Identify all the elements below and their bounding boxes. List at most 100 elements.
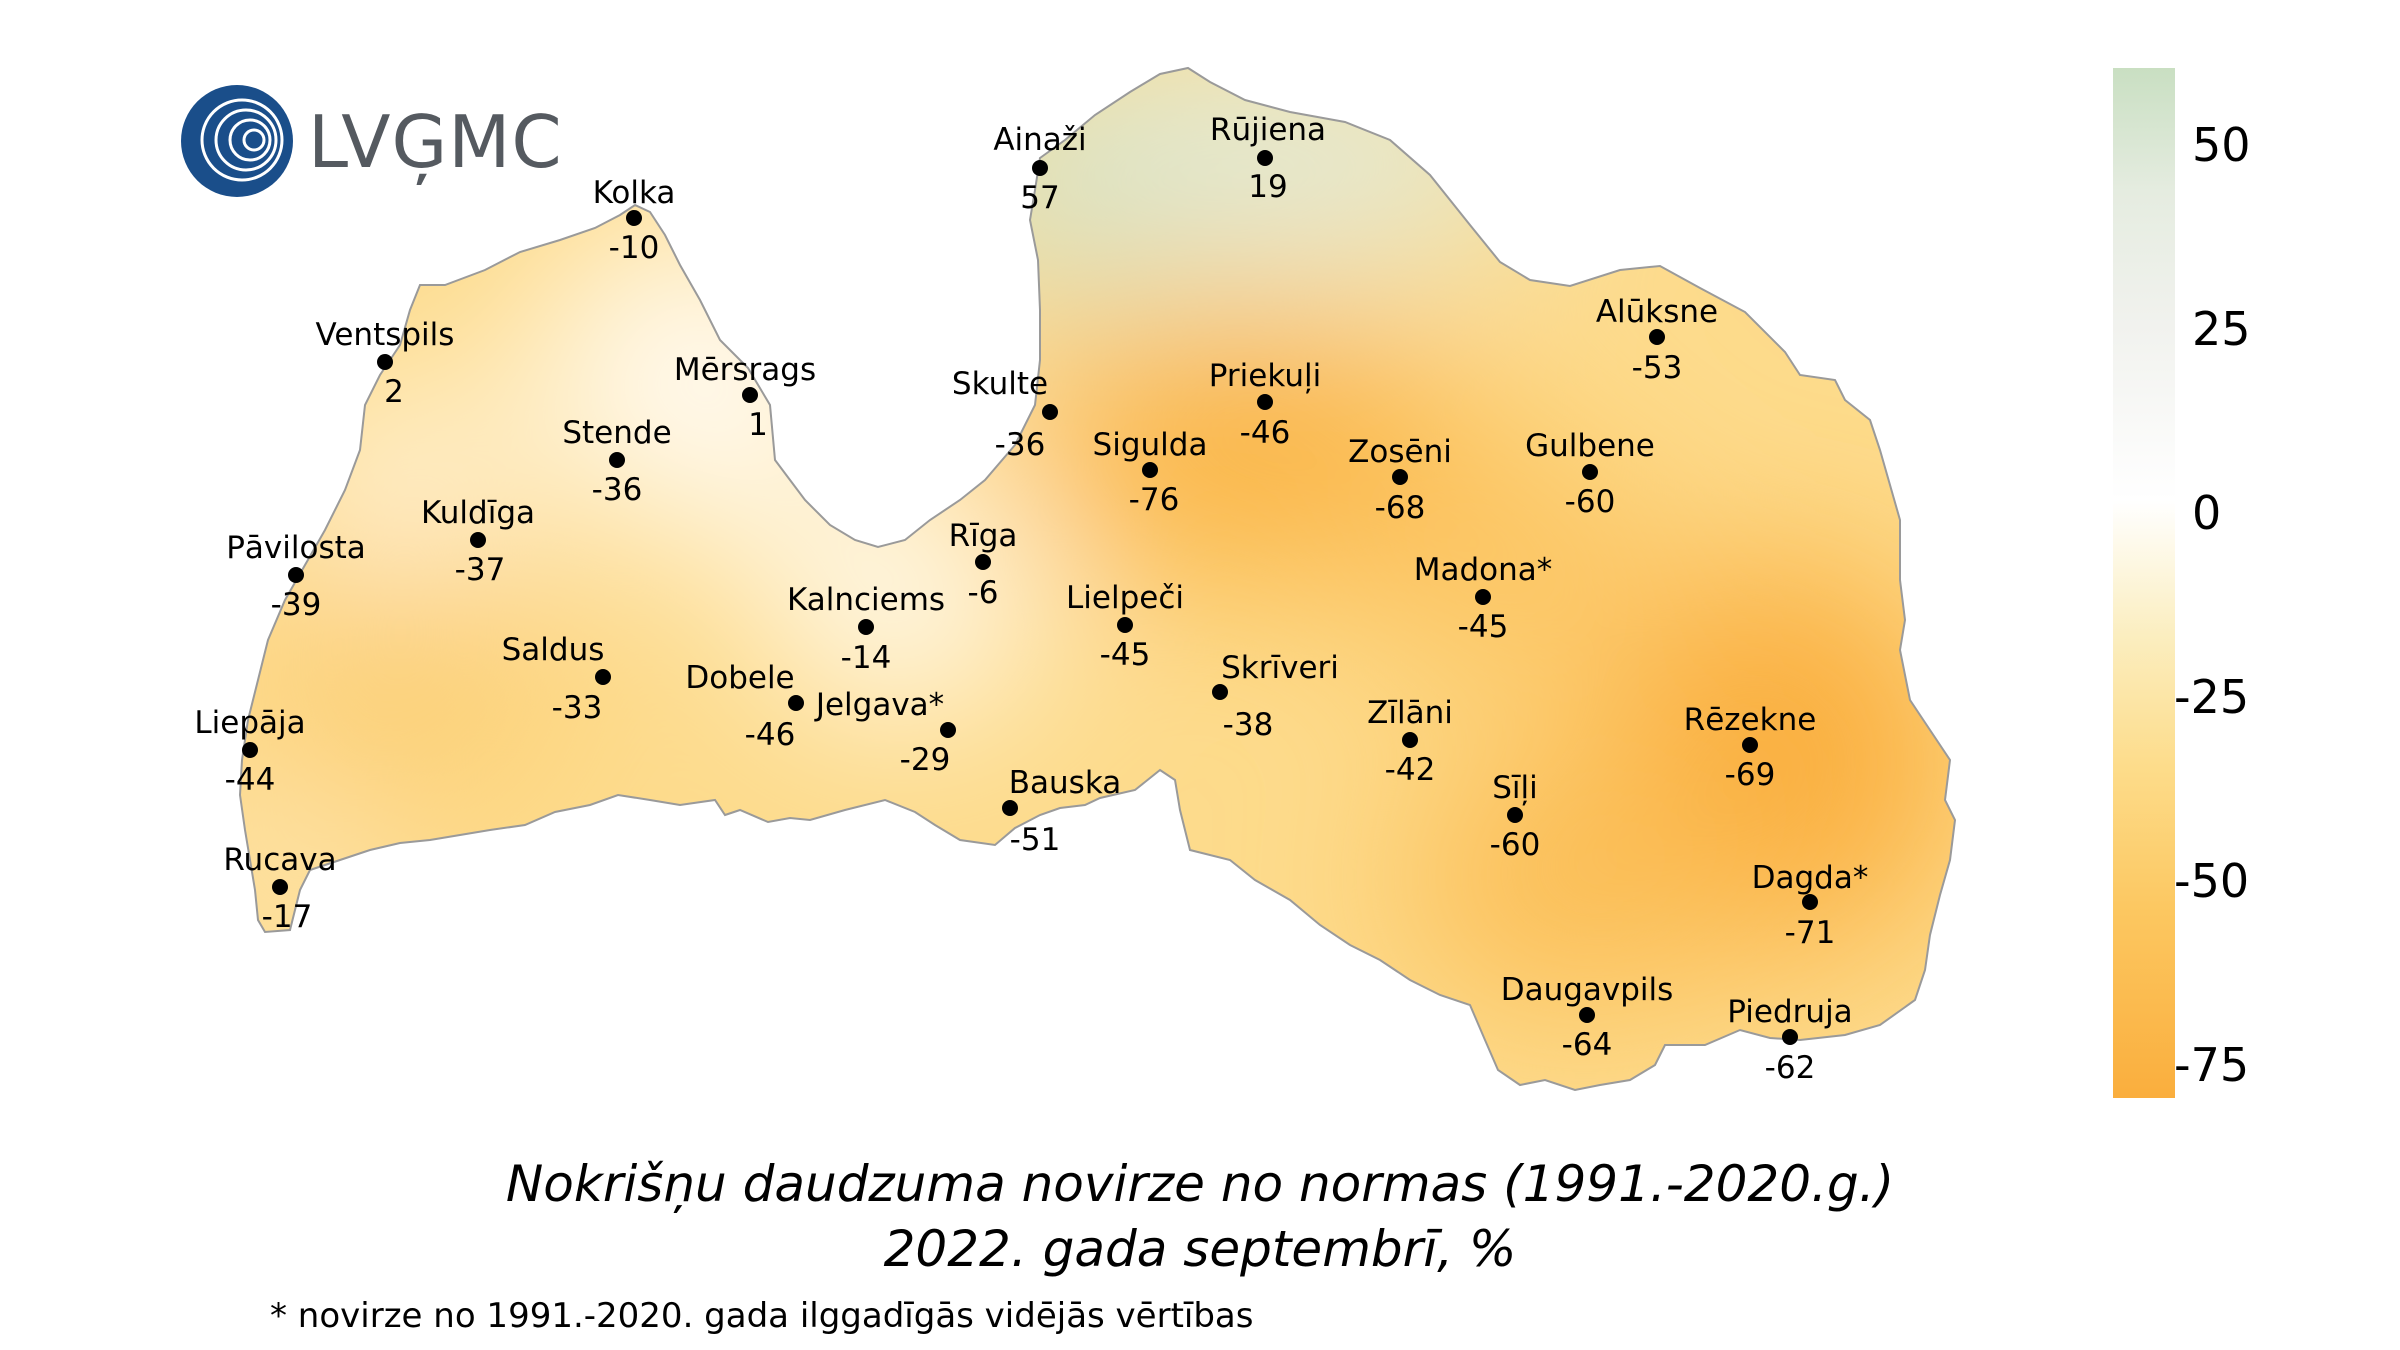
station-value: -38 — [1223, 707, 1274, 743]
station-value: -69 — [1725, 757, 1776, 793]
station-value: -45 — [1458, 609, 1509, 645]
station-name: Zosēni — [1348, 434, 1452, 470]
station-value: -68 — [1375, 490, 1426, 526]
station-dot — [272, 879, 288, 895]
station-name: Gulbene — [1525, 428, 1655, 464]
station-name: Saldus — [502, 632, 605, 668]
station-dot — [788, 695, 804, 711]
station-dot — [1002, 800, 1018, 816]
station-marker: Lielpeči -45 — [1066, 580, 1184, 673]
station-dot — [940, 722, 956, 738]
station-dot — [1579, 1007, 1595, 1023]
station-dot — [1032, 160, 1048, 176]
station-dot — [1257, 394, 1273, 410]
station-value: -44 — [225, 762, 276, 798]
station-value: -46 — [1240, 415, 1291, 451]
station-marker: Priekuļi -46 — [1209, 358, 1321, 451]
station-dot — [1649, 329, 1665, 345]
station-name: Rēzekne — [1684, 702, 1817, 738]
station-dot — [858, 619, 874, 635]
station-dot — [1475, 589, 1491, 605]
footnote: * novirze no 1991.-2020. gada ilggadīgās… — [270, 1296, 1254, 1336]
legend-tick: 25 — [2192, 302, 2251, 356]
station-marker: Piedruja -62 — [1727, 994, 1852, 1086]
logo-emblem-icon — [181, 85, 293, 197]
station-dot — [609, 452, 625, 468]
station-marker: Skulte -36 — [952, 366, 1058, 463]
station-dot — [470, 532, 486, 548]
station-dot — [1582, 464, 1598, 480]
legend-tick: 0 — [2192, 486, 2222, 540]
station-dot — [1117, 617, 1133, 633]
legend-color-bar — [2113, 68, 2175, 1098]
station-marker: Kalnciems -14 — [787, 582, 945, 676]
station-dot — [742, 387, 758, 403]
station-dot — [1212, 684, 1228, 700]
station-value: -29 — [900, 742, 951, 778]
color-legend — [2113, 68, 2175, 1098]
station-value: -6 — [968, 575, 999, 611]
station-name: Madona* — [1414, 552, 1553, 588]
station-marker: Sigulda -76 — [1093, 427, 1208, 518]
station-name: Pāvilosta — [226, 530, 366, 566]
station-value: -36 — [995, 427, 1046, 463]
station-value: -10 — [609, 230, 660, 266]
station-name: Sigulda — [1093, 427, 1208, 463]
station-name: Kuldīga — [421, 495, 535, 531]
station-dot — [1042, 404, 1058, 420]
station-value: -60 — [1565, 484, 1616, 520]
station-name: Skrīveri — [1221, 650, 1339, 686]
station-value: -39 — [271, 587, 322, 623]
station-marker: Skrīveri -38 — [1212, 650, 1339, 743]
station-marker: Saldus -33 — [502, 632, 611, 726]
station-marker: Mērsrags 1 — [674, 352, 816, 443]
stations-layer: Ainaži 57 Rūjiena 19 Kolka -10 Ventspils 2 Mērsr… — [194, 112, 1868, 1086]
station-name: Dobele — [685, 660, 794, 696]
station-marker: Rucava -17 — [223, 842, 336, 935]
station-name: Alūksne — [1596, 294, 1718, 330]
station-value: -45 — [1100, 637, 1151, 673]
station-name: Priekuļi — [1209, 358, 1321, 394]
station-name: Zīlāni — [1367, 695, 1453, 731]
station-marker: Alūksne -53 — [1596, 294, 1718, 386]
station-value: -64 — [1562, 1027, 1613, 1063]
station-value: 57 — [1020, 180, 1059, 216]
station-name: Rucava — [223, 842, 336, 878]
station-dot — [1742, 737, 1758, 753]
legend-tick: -75 — [2174, 1038, 2250, 1092]
station-marker: Ainaži 57 — [993, 122, 1086, 216]
station-value: -62 — [1765, 1050, 1816, 1086]
station-dot — [242, 742, 258, 758]
lvgmc-logo: LVĢMC — [180, 84, 600, 204]
station-name: Lielpeči — [1066, 580, 1184, 616]
station-value: -17 — [262, 899, 313, 935]
station-value: -60 — [1490, 827, 1541, 863]
station-marker: Jelgava* -29 — [814, 687, 956, 778]
station-marker: Liepāja -44 — [194, 705, 305, 798]
station-name: Rūjiena — [1210, 112, 1326, 148]
station-value: -36 — [592, 472, 643, 508]
station-marker: Zosēni -68 — [1348, 434, 1452, 526]
legend-tick: 50 — [2192, 118, 2251, 172]
station-name: Dagda* — [1752, 860, 1869, 896]
station-name: Skulte — [952, 366, 1048, 402]
station-marker: Rūjiena 19 — [1210, 112, 1326, 205]
station-name: Kalnciems — [787, 582, 945, 618]
station-marker: Zīlāni -42 — [1367, 695, 1453, 788]
station-value: 1 — [748, 407, 768, 443]
station-value: -53 — [1632, 350, 1683, 386]
station-name: Ventspils — [316, 317, 455, 353]
station-dot — [1802, 894, 1818, 910]
station-marker: Bauska -51 — [1002, 765, 1121, 858]
station-marker: Madona* -45 — [1414, 552, 1553, 645]
station-value: -46 — [745, 717, 796, 753]
station-value: -42 — [1385, 752, 1436, 788]
station-name: Sīļi — [1492, 770, 1538, 806]
legend-tick: -25 — [2174, 670, 2250, 724]
map-subtitle: 2022. gada septembrī, % — [883, 1220, 1517, 1278]
station-value: 2 — [384, 374, 404, 410]
station-value: -33 — [552, 690, 603, 726]
station-dot — [377, 354, 393, 370]
station-value: -76 — [1129, 482, 1180, 518]
